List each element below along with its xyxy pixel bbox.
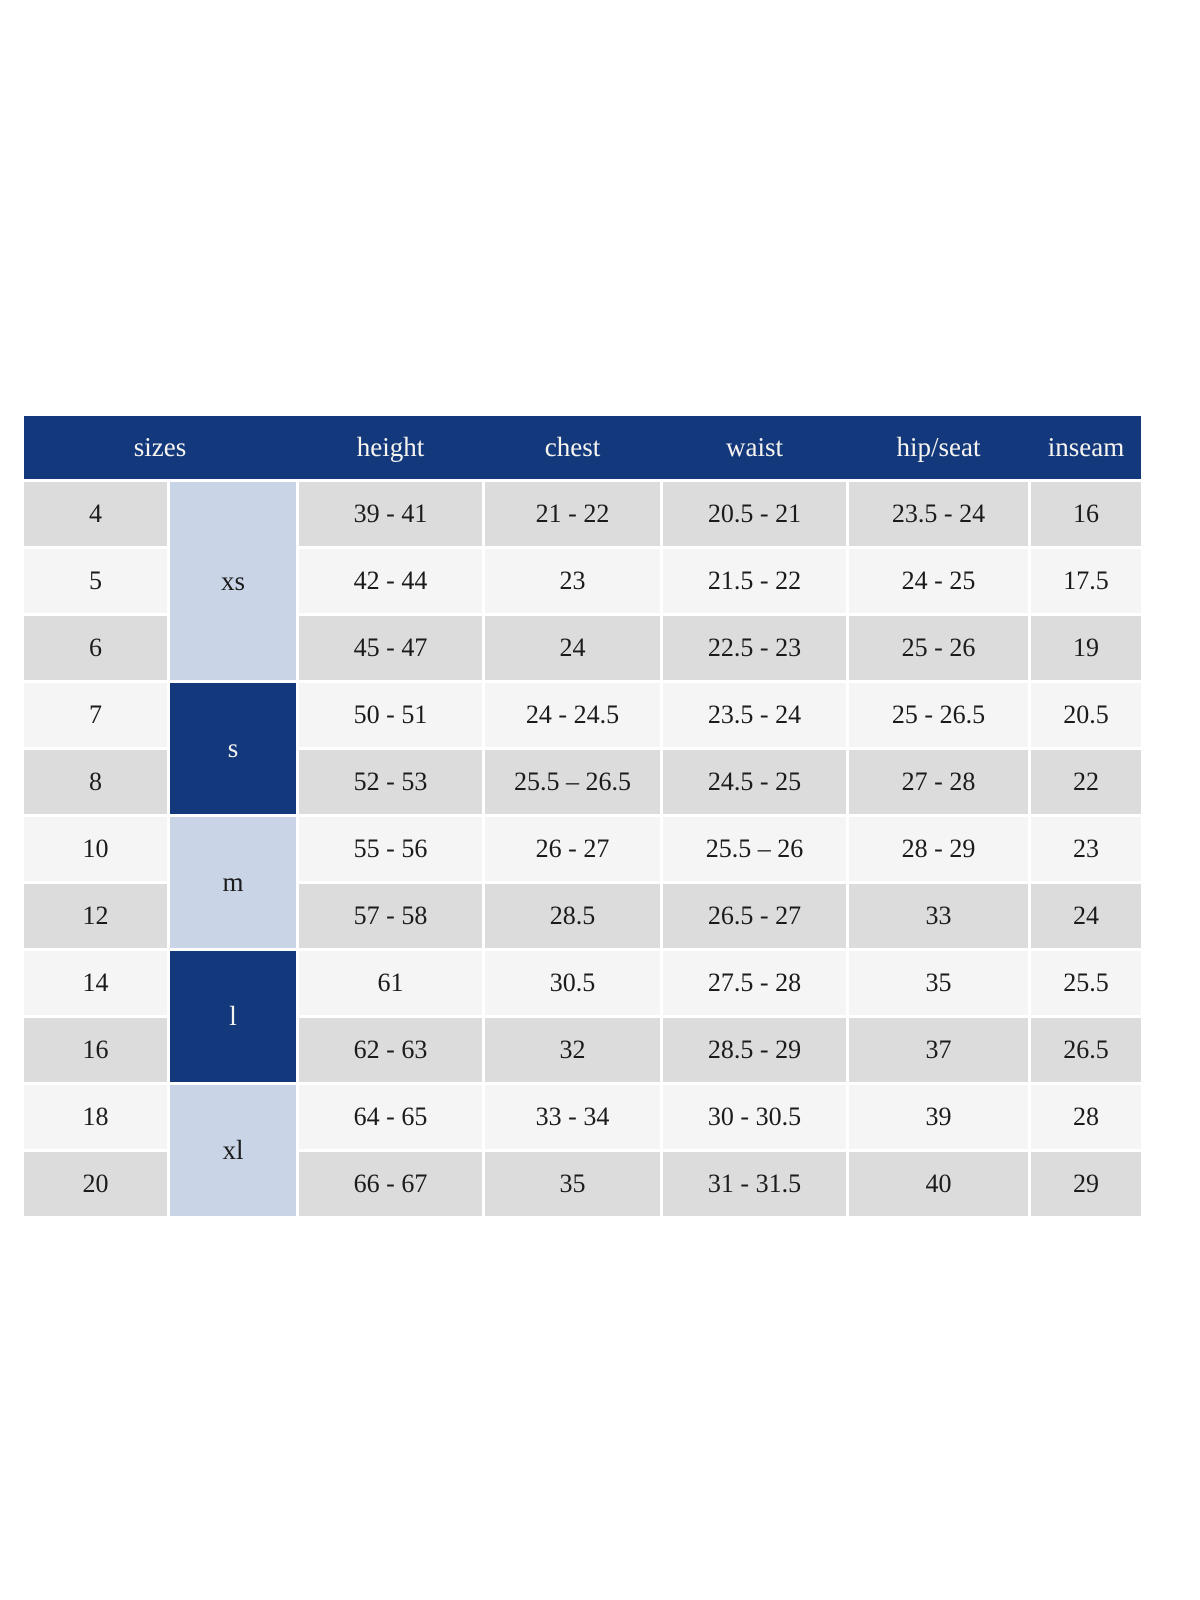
cell-hip-seat: 37 <box>849 1018 1028 1082</box>
column-header-inseam: inseam <box>1047 432 1125 462</box>
cell-waist: 22.5 - 23 <box>663 616 846 680</box>
cell-inseam: 17.5 <box>1031 549 1141 613</box>
cell-inseam: 28 <box>1031 1085 1141 1149</box>
cell-waist: 20.5 - 21 <box>663 482 846 546</box>
cell-hip-seat: 23.5 - 24 <box>849 482 1028 546</box>
size-group-l: l <box>170 951 296 1082</box>
cell-chest: 21 - 22 <box>485 482 660 546</box>
cell-height: 61 <box>299 951 482 1015</box>
cell-chest: 33 - 34 <box>485 1085 660 1149</box>
cell-hip-seat: 25 - 26 <box>849 616 1028 680</box>
cell-chest: 25.5 – 26.5 <box>485 750 660 814</box>
cell-waist: 21.5 - 22 <box>663 549 846 613</box>
cell-inseam: 24 <box>1031 884 1141 948</box>
cell-chest: 30.5 <box>485 951 660 1015</box>
cell-chest: 23 <box>485 549 660 613</box>
cell-size: 10 <box>24 817 167 881</box>
cell-size: 8 <box>24 750 167 814</box>
cell-chest: 32 <box>485 1018 660 1082</box>
size-group-xl: xl <box>170 1085 296 1216</box>
cell-inseam: 22 <box>1031 750 1141 814</box>
column-header-chest: chest <box>544 432 601 462</box>
size-group-m: m <box>170 817 296 948</box>
cell-inseam: 20.5 <box>1031 683 1141 747</box>
cell-hip-seat: 35 <box>849 951 1028 1015</box>
cell-height: 52 - 53 <box>299 750 482 814</box>
cell-inseam: 19 <box>1031 616 1141 680</box>
cell-chest: 35 <box>485 1152 660 1216</box>
size-chart-table: sizes height chest waist hip/seat inseam… <box>24 416 1141 1216</box>
cell-height: 42 - 44 <box>299 549 482 613</box>
cell-height: 57 - 58 <box>299 884 482 948</box>
cell-size: 5 <box>24 549 167 613</box>
cell-waist: 25.5 – 26 <box>663 817 846 881</box>
cell-waist: 30 - 30.5 <box>663 1085 846 1149</box>
cell-hip-seat: 40 <box>849 1152 1028 1216</box>
cell-inseam: 16 <box>1031 482 1141 546</box>
size-group-xs: xs <box>170 482 296 680</box>
cell-waist: 26.5 - 27 <box>663 884 846 948</box>
cell-hip-seat: 33 <box>849 884 1028 948</box>
cell-waist: 23.5 - 24 <box>663 683 846 747</box>
cell-waist: 31 - 31.5 <box>663 1152 846 1216</box>
cell-inseam: 23 <box>1031 817 1141 881</box>
cell-height: 64 - 65 <box>299 1085 482 1149</box>
cell-size: 20 <box>24 1152 167 1216</box>
cell-size: 12 <box>24 884 167 948</box>
cell-hip-seat: 39 <box>849 1085 1028 1149</box>
cell-waist: 27.5 - 28 <box>663 951 846 1015</box>
cell-waist: 28.5 - 29 <box>663 1018 846 1082</box>
cell-chest: 26 - 27 <box>485 817 660 881</box>
cell-hip-seat: 25 - 26.5 <box>849 683 1028 747</box>
cell-height: 45 - 47 <box>299 616 482 680</box>
cell-size: 4 <box>24 482 167 546</box>
cell-chest: 28.5 <box>485 884 660 948</box>
cell-height: 62 - 63 <box>299 1018 482 1082</box>
cell-inseam: 25.5 <box>1031 951 1141 1015</box>
cell-size: 6 <box>24 616 167 680</box>
column-header-hip-seat: hip/seat <box>896 432 981 462</box>
cell-size: 14 <box>24 951 167 1015</box>
cell-height: 66 - 67 <box>299 1152 482 1216</box>
cell-chest: 24 - 24.5 <box>485 683 660 747</box>
table-header-row: sizes height chest waist hip/seat inseam <box>24 416 1141 479</box>
column-header-sizes: sizes <box>133 432 187 462</box>
cell-inseam: 26.5 <box>1031 1018 1141 1082</box>
cell-size: 18 <box>24 1085 167 1149</box>
cell-hip-seat: 27 - 28 <box>849 750 1028 814</box>
cell-chest: 24 <box>485 616 660 680</box>
cell-size: 7 <box>24 683 167 747</box>
column-header-height: height <box>356 432 425 462</box>
cell-height: 39 - 41 <box>299 482 482 546</box>
column-header-waist: waist <box>726 432 783 462</box>
cell-inseam: 29 <box>1031 1152 1141 1216</box>
cell-height: 50 - 51 <box>299 683 482 747</box>
cell-hip-seat: 24 - 25 <box>849 549 1028 613</box>
cell-waist: 24.5 - 25 <box>663 750 846 814</box>
cell-size: 16 <box>24 1018 167 1082</box>
cell-height: 55 - 56 <box>299 817 482 881</box>
cell-hip-seat: 28 - 29 <box>849 817 1028 881</box>
size-group-s: s <box>170 683 296 814</box>
